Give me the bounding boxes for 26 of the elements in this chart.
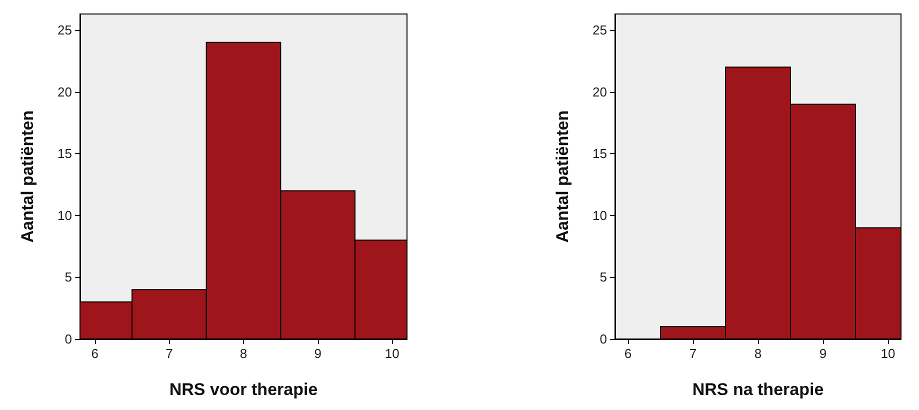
x-tick-label: 10: [880, 346, 896, 361]
x-tick-label: 9: [314, 346, 322, 361]
x-tick-label: 9: [819, 346, 827, 361]
x-tick-label: 7: [689, 346, 697, 361]
y-tick-label: 25: [58, 22, 72, 38]
y-tick-label: 0: [64, 332, 72, 346]
y-tick-label: 15: [592, 146, 607, 162]
y-tick-label: 5: [64, 270, 72, 285]
x-tick-label: 7: [166, 346, 173, 361]
y-axis-title: Aantal patiënten: [18, 110, 37, 243]
y-tick-label: 0: [600, 332, 607, 346]
x-tick-label: 8: [754, 346, 762, 361]
x-axis-title: NRS voor therapie: [169, 380, 318, 399]
x-tick-label: 6: [624, 346, 632, 361]
y-axis-title: Aantal patiënten: [553, 110, 572, 243]
y-tick-label: 15: [58, 146, 72, 162]
y-tick-label: 20: [58, 84, 72, 100]
y-tick-label: 25: [592, 22, 607, 38]
x-tick-label: 6: [91, 346, 98, 361]
y-tick-label: 5: [600, 270, 607, 285]
x-tick-label: 8: [240, 346, 248, 361]
x-axis-title: NRS na therapie: [692, 380, 824, 399]
x-tick-label: 10: [384, 346, 400, 361]
y-tick-label: 10: [58, 208, 72, 223]
y-tick-label: 10: [592, 208, 607, 223]
y-tick-label: 20: [592, 84, 607, 100]
